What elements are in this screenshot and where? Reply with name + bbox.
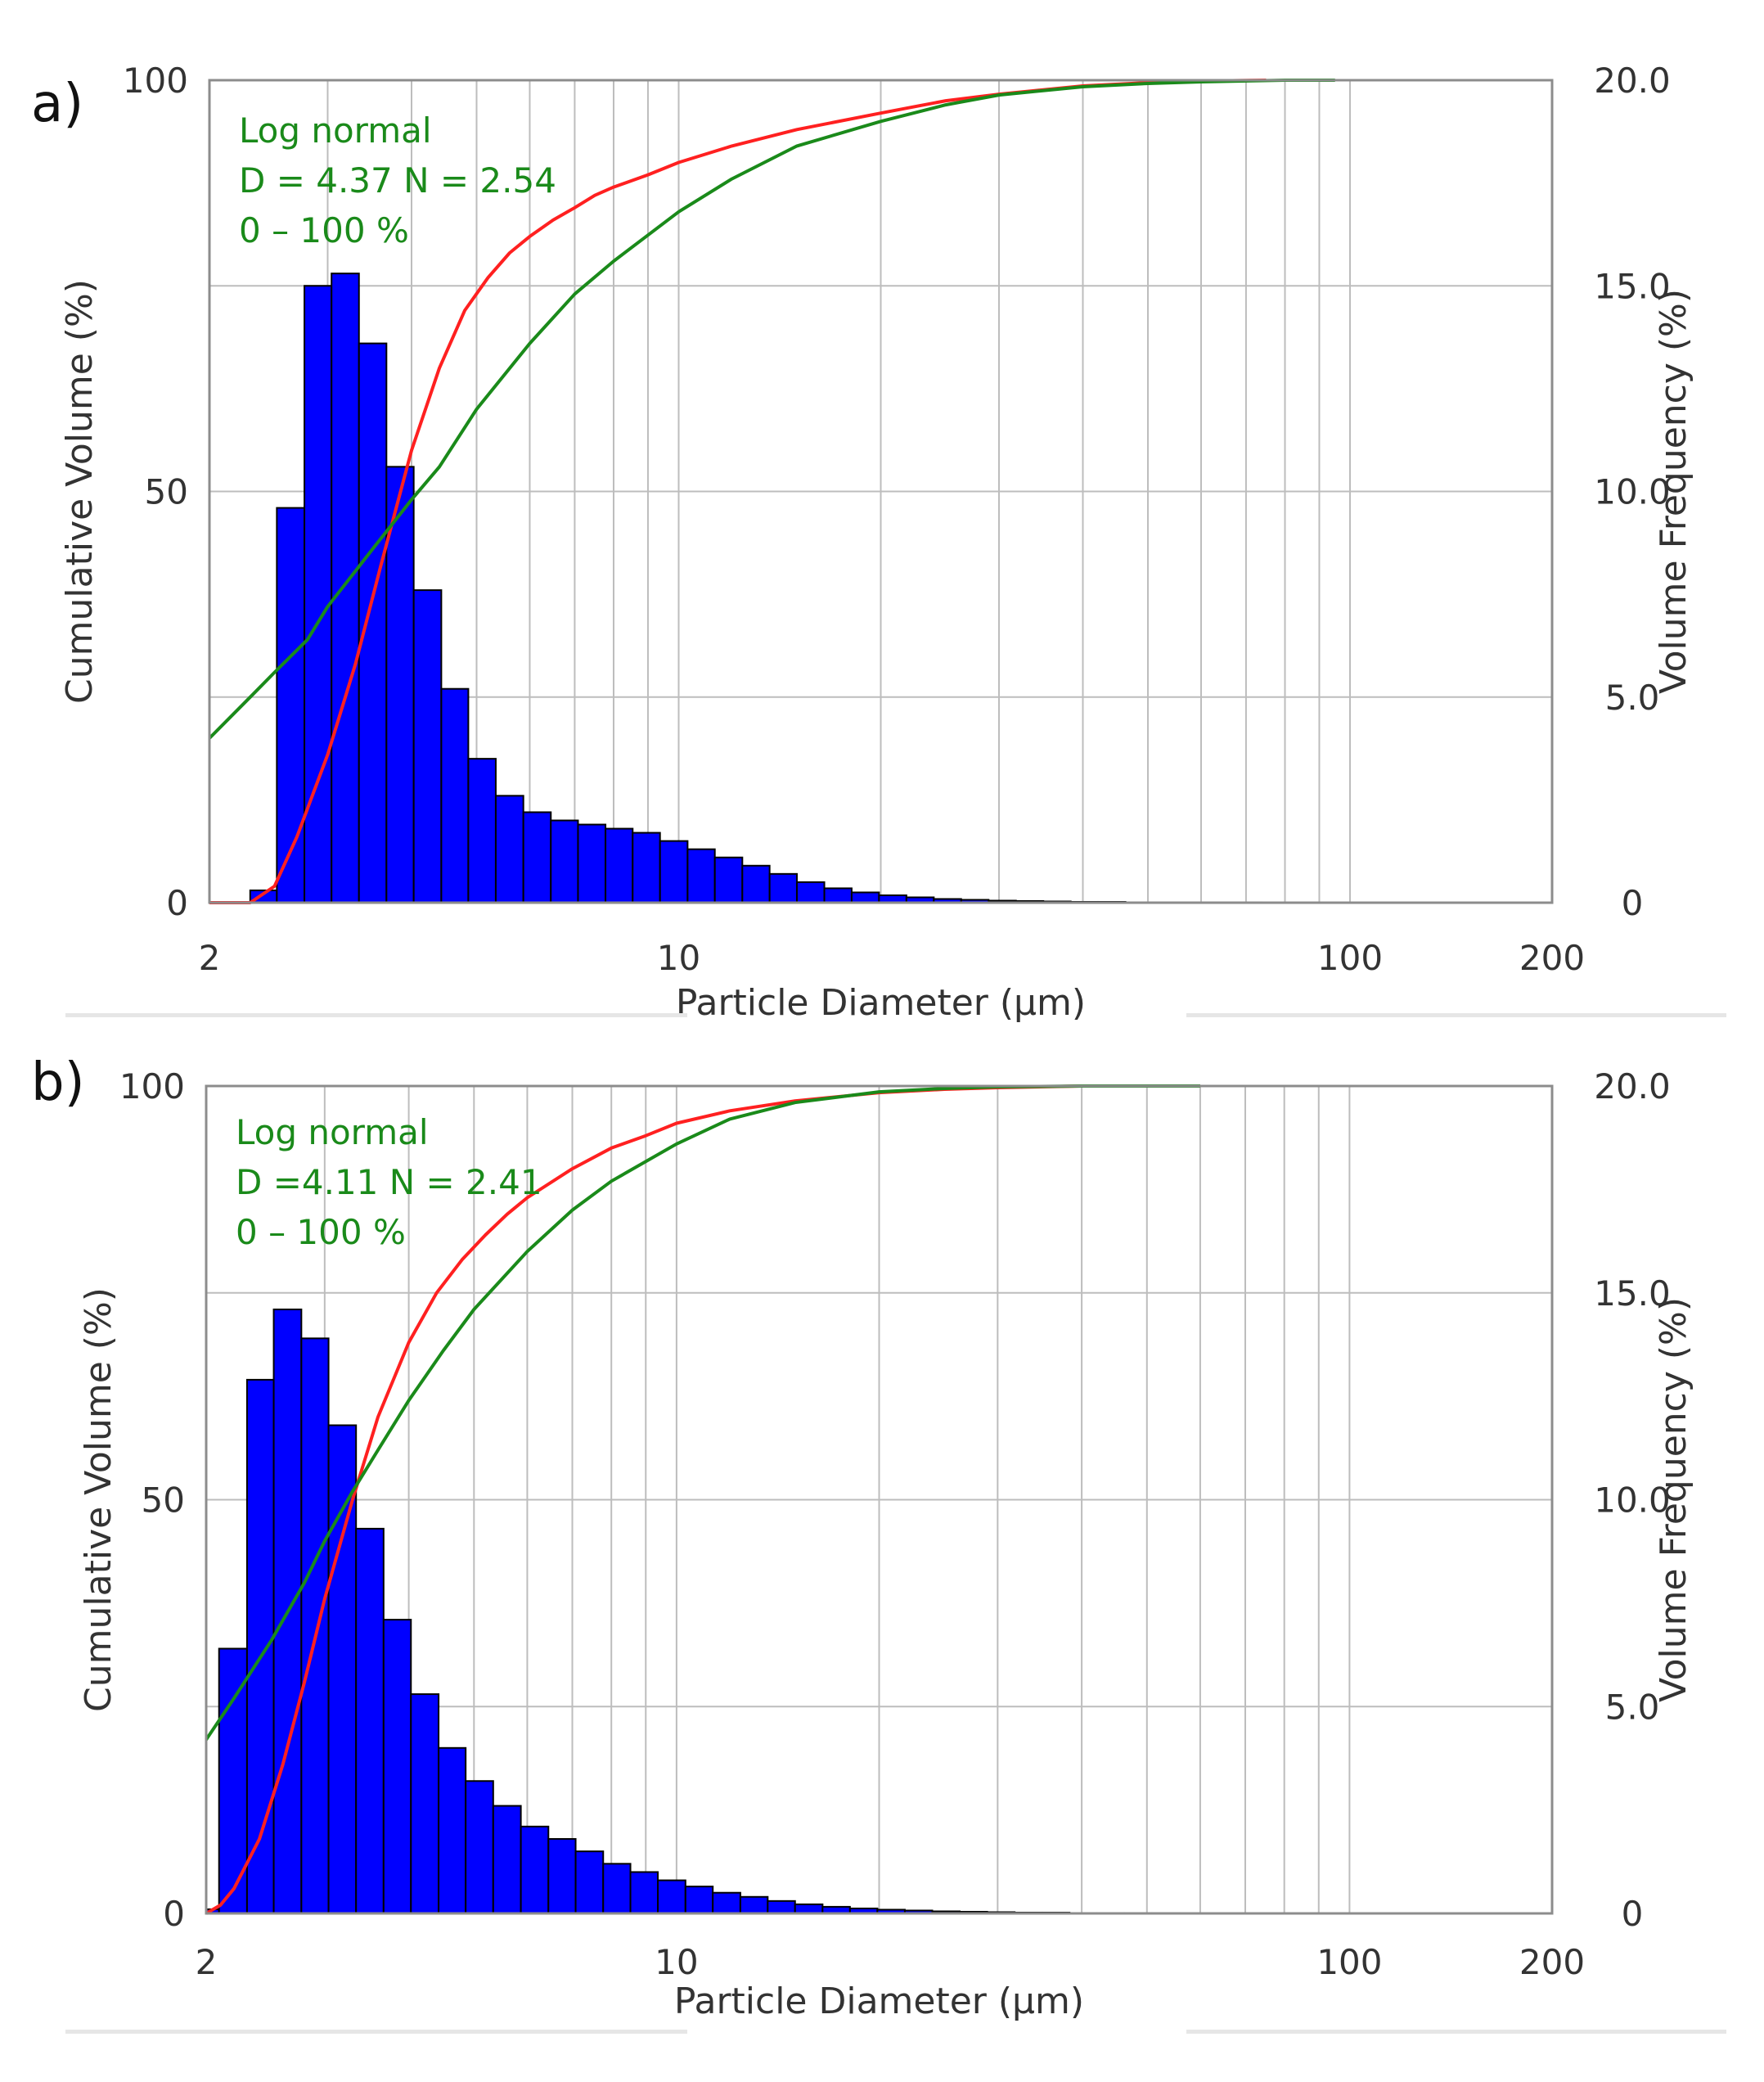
y-right-axis-label-b: Volume Frequency (%) [1653,1297,1694,1702]
panel-label-a: a) [31,74,83,134]
grid-b [206,1086,1552,1913]
histogram-bar-b [410,1693,440,1915]
fit-curve-a [208,79,1335,740]
histogram-bar-a [276,507,306,904]
histogram-bar-b [602,1863,632,1915]
histogram-bar-a [331,273,360,904]
fit-annotation-line-b: Log normal [236,1112,429,1152]
x-tick-label-a: 200 [1519,938,1585,978]
histogram-bar-b [739,1895,769,1915]
histogram-bar-a [659,840,689,904]
x-tick-label-b: 10 [655,1942,698,1982]
y-right-axis-label-a: Volume Frequency (%) [1653,289,1694,694]
panel-label-b: b) [31,1052,85,1113]
chart-a-svg: 2 10 100 200 0 50 100 0 5.0 10.0 15.0 20.0 Particle … [31,61,1694,1024]
histogram-bar-b [520,1825,550,1914]
histogram-bar-a [440,687,470,904]
histogram-bar-b [767,1899,796,1914]
measured-curve-a [209,79,1267,904]
y-left-tick-label-a: 100 [123,61,188,101]
y-left-tick-label-b: 0 [163,1894,185,1934]
y-right-tick-label-a: 20.0 [1594,61,1671,101]
divider-a-right [1186,1013,1726,1017]
y-left-tick-label-a: 50 [145,472,188,512]
fit-annotation-line-a: D = 4.37 N = 2.54 [239,160,556,201]
x-tick-label-a: 10 [657,938,700,978]
divider-b-right [1186,2030,1726,2034]
y-right-tick-label-a: 15.0 [1594,266,1671,306]
y-right-tick-label-a: 0 [1622,883,1644,923]
x-axis-label-b: Particle Diameter (µm) [674,1981,1084,2022]
histogram-bar-a [686,848,716,904]
histogram-bar-b [574,1850,605,1914]
histogram-bar-b [629,1871,659,1915]
histogram-bar-b [382,1619,412,1914]
histogram-bar-b [547,1838,577,1915]
histogram-bar-a [412,589,443,904]
histogram-bar-a [795,881,826,904]
histogram-bar-b [684,1886,714,1914]
fit-annotation-line-a: Log normal [239,110,432,151]
histogram-bar-b [657,1879,686,1915]
histogram-bar-b [794,1903,824,1915]
histogram-bar-a [768,872,798,904]
histogram-bar-a [577,823,607,904]
chart-b-svg: 2 10 100 200 0 50 100 0 5.0 10.0 15.0 20.0 Particle … [31,1052,1694,2022]
x-tick-label-b: 100 [1316,1942,1382,1982]
histogram-bar-b [465,1780,494,1914]
histogram-bar-a [605,827,634,904]
histogram-bar-a [741,864,771,904]
grid-a [209,80,1552,903]
x-tick-label-a: 2 [199,938,221,978]
histogram-bar-b [355,1527,385,1914]
histogram-bar-b [492,1805,522,1914]
y-right-tick-label-b: 20.0 [1594,1066,1671,1106]
y-left-axis-label-a: Cumulative Volume (%) [59,279,101,704]
histogram-bar-a [550,819,579,904]
divider-a-left [65,1013,687,1017]
histogram-bar-b [438,1746,467,1914]
x-tick-label-a: 100 [1317,938,1383,978]
y-right-tick-label-b: 10.0 [1594,1480,1671,1521]
histogram-bar-a [850,891,880,904]
histogram-bar-a [494,795,524,904]
y-right-tick-label-a: 10.0 [1594,472,1671,512]
histogram-bar-a [522,811,552,904]
histogram-bar-a [358,342,388,904]
y-right-tick-label-b: 5.0 [1605,1687,1660,1727]
histogram-b [205,1308,1181,1915]
y-left-tick-label-b: 50 [142,1480,185,1521]
plot-frame-b [205,1084,1554,1915]
histogram-bar-a [823,887,853,904]
histogram-bar-b [300,1337,330,1915]
histogram-bar-a [385,466,415,904]
fit-annotation-line-b: D =4.11 N = 2.41 [236,1162,542,1202]
x-tick-label-b: 2 [196,1942,218,1982]
histogram-a [249,273,1263,904]
fit-annotation-line-b: 0 – 100 % [236,1212,406,1252]
y-right-tick-label-b: 15.0 [1594,1273,1671,1314]
y-right-tick-label-b: 0 [1622,1894,1644,1934]
fit-annotation-line-a: 0 – 100 % [239,210,409,250]
y-right-tick-label-a: 5.0 [1605,678,1660,718]
fit-curve-b [205,1084,1200,1741]
panel-a: 2 10 100 200 0 50 100 0 5.0 10.0 15.0 20.0 Particle … [31,61,1694,1024]
histogram-bar-a [632,831,661,904]
histogram-bar-a [304,285,333,904]
y-left-tick-label-b: 100 [119,1066,185,1106]
plot-frame-a [208,79,1554,904]
panel-b: 2 10 100 200 0 50 100 0 5.0 10.0 15.0 20.0 Particle … [0,1041,1764,2082]
y-left-tick-label-a: 0 [166,883,188,923]
y-left-axis-label-b: Cumulative Volume (%) [78,1287,119,1712]
histogram-bar-b [712,1891,741,1914]
divider-b-left [65,2030,687,2034]
histogram-bar-a [467,758,497,904]
histogram-bar-a [713,856,744,904]
x-tick-label-b: 200 [1519,1942,1585,1982]
x-axis-label-a: Particle Diameter (µm) [676,982,1086,1024]
